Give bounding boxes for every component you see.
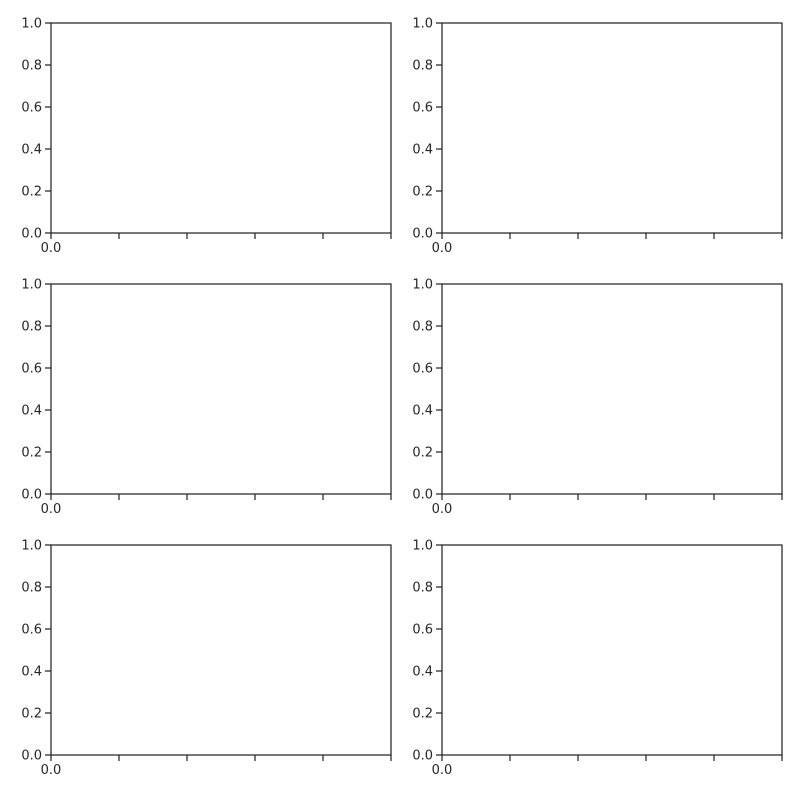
y-tick-label: 0.2 [21, 446, 42, 461]
axes-frame [50, 22, 392, 234]
y-tick-label: 0.0 [412, 488, 433, 503]
x-tick-label: 0.0 [41, 241, 62, 256]
y-tick-label: 0.0 [21, 749, 42, 764]
y-tick-label: 0.0 [412, 227, 433, 242]
y-tick-label: 0.0 [21, 488, 42, 503]
y-tick-label: 0.4 [412, 665, 433, 680]
y-tick-label: 0.4 [21, 143, 42, 158]
x-tick-label: 0.0 [432, 763, 453, 778]
subplot-6: 0.0 0.2 0.4 0.6 0.8 1.0 0.0 [412, 539, 783, 778]
y-tick-label: 0.8 [21, 59, 42, 74]
axes-frame [441, 544, 783, 756]
y-tick-label: 0.8 [412, 59, 433, 74]
y-tick-label: 0.6 [21, 362, 42, 377]
y-tick-label: 0.6 [412, 362, 433, 377]
y-tick-label: 0.2 [412, 446, 433, 461]
y-tick-label: 0.8 [21, 320, 42, 335]
y-tick-label: 0.6 [21, 101, 42, 116]
subplot-4: 0.0 0.2 0.4 0.6 0.8 1.0 0.0 [412, 278, 783, 517]
y-tick-label: 0.2 [21, 185, 42, 200]
y-tick-label: 1.0 [21, 539, 42, 554]
subplot-1: 0.0 0.2 0.4 0.6 0.8 1.0 0.0 [21, 17, 392, 256]
y-tick-label: 0.4 [21, 665, 42, 680]
subplot-2: 0.0 0.2 0.4 0.6 0.8 1.0 0.0 [412, 17, 783, 256]
y-tick-label: 0.0 [412, 749, 433, 764]
x-tick-label: 0.0 [41, 763, 62, 778]
y-tick-label: 1.0 [412, 539, 433, 554]
x-tick-label: 0.0 [432, 502, 453, 517]
y-tick-label: 0.6 [412, 623, 433, 638]
subplot-5: 0.0 0.2 0.4 0.6 0.8 1.0 0.0 [21, 539, 392, 778]
axes-frame [441, 22, 783, 234]
axes-frame [441, 283, 783, 495]
y-tick-label: 0.4 [412, 143, 433, 158]
y-tick-label: 1.0 [21, 278, 42, 293]
axes-frame [50, 283, 392, 495]
y-tick-label: 1.0 [412, 17, 433, 32]
x-tick-label: 0.0 [432, 241, 453, 256]
y-tick-label: 0.2 [412, 707, 433, 722]
subplot-3: 0.0 0.2 0.4 0.6 0.8 1.0 0.0 [21, 278, 392, 517]
y-tick-label: 1.0 [21, 17, 42, 32]
y-tick-label: 0.8 [21, 581, 42, 596]
x-tick-label: 0.0 [41, 502, 62, 517]
y-tick-label: 0.0 [21, 227, 42, 242]
y-tick-label: 0.8 [412, 320, 433, 335]
y-tick-label: 1.0 [412, 278, 433, 293]
y-tick-label: 0.8 [412, 581, 433, 596]
y-tick-label: 0.6 [21, 623, 42, 638]
y-tick-label: 0.2 [412, 185, 433, 200]
y-tick-label: 0.2 [21, 707, 42, 722]
axes-frame [50, 544, 392, 756]
y-tick-label: 0.4 [21, 404, 42, 419]
y-tick-label: 0.6 [412, 101, 433, 116]
y-tick-label: 0.4 [412, 404, 433, 419]
